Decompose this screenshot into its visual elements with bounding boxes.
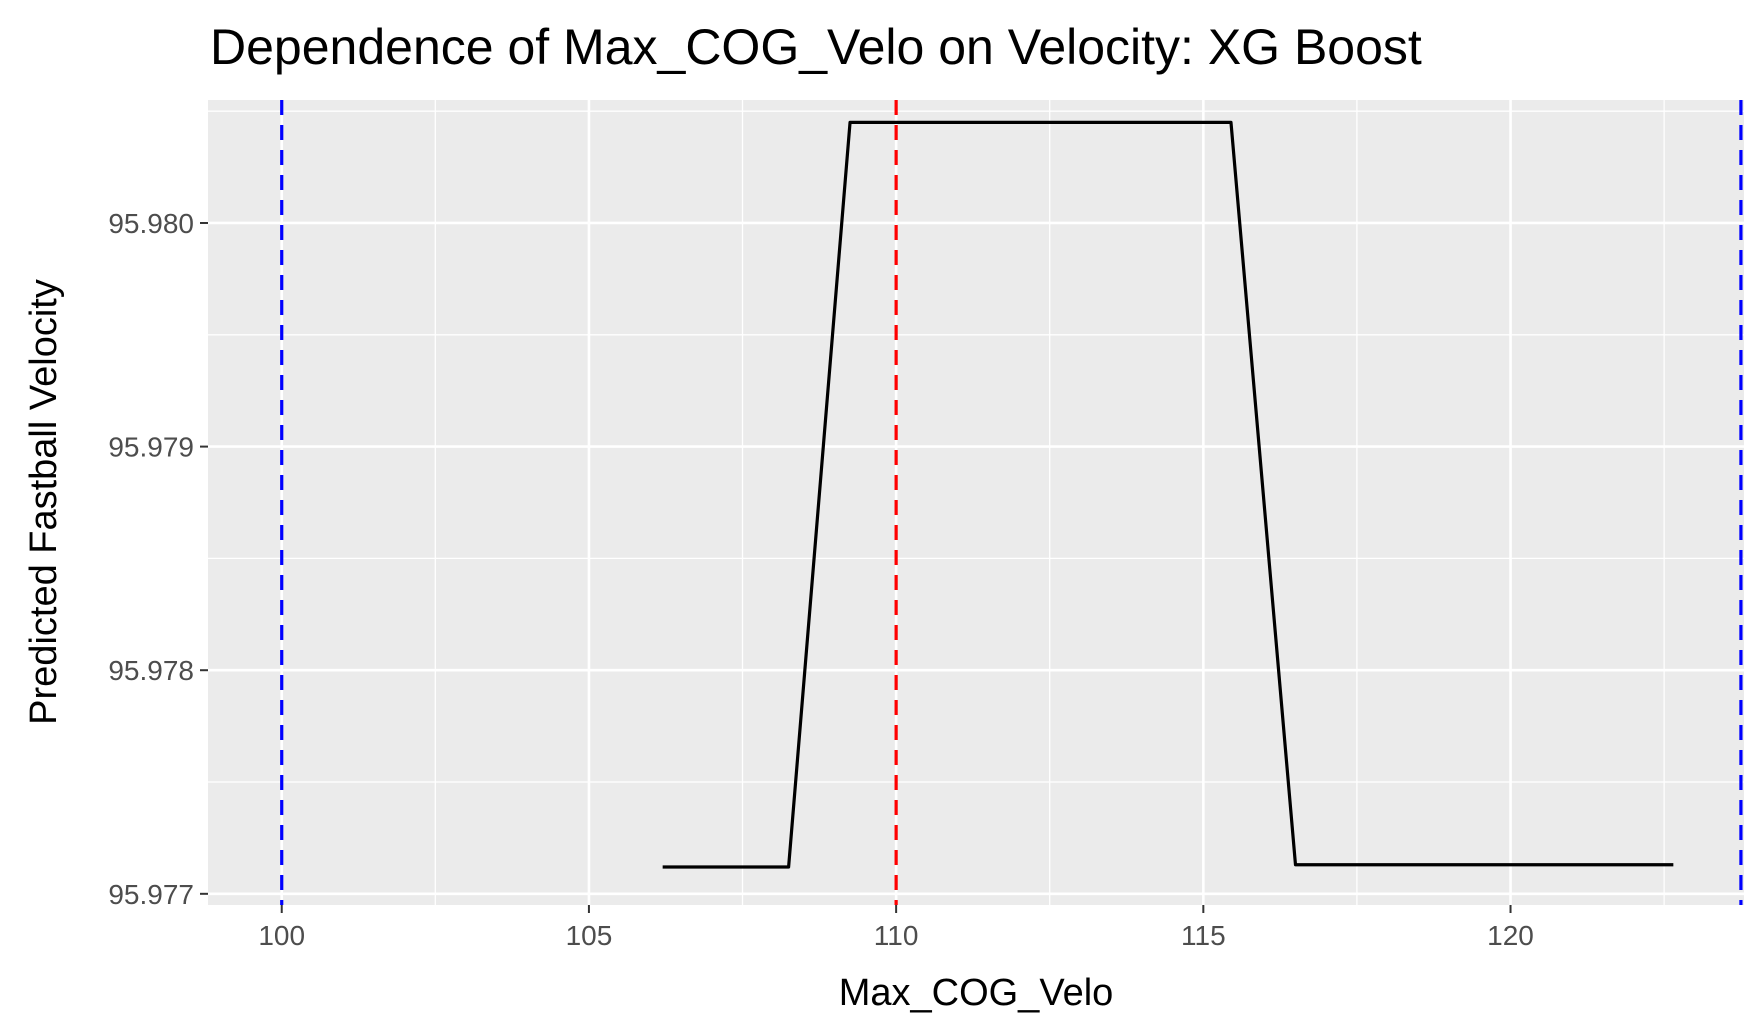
y-tick-label: 95.978 [108,655,194,686]
series-line [662,120,1674,869]
y-tick-label: 95.977 [108,879,194,910]
y-axis-title: Predicted Fastball Velocity [23,279,65,725]
chart-title: Dependence of Max_COG_Velo on Velocity: … [210,19,1422,75]
x-tick-label: 110 [874,920,919,951]
x-axis-title: Max_COG_Velo [839,972,1114,1014]
x-tick-label: 120 [1487,920,1534,951]
reference-lines [280,100,1743,905]
series-group [662,120,1674,869]
x-tick-label: 100 [258,920,305,951]
x-axis: 100 105 110 115 120 [258,905,1534,951]
grid-minor [208,100,1744,905]
y-tick-label: 95.979 [108,432,194,463]
plot-panel [208,100,1744,905]
y-tick-label: 95.980 [108,208,194,239]
x-tick-label: 105 [566,920,613,951]
y-axis: 95.977 95.978 95.979 95.980 [108,208,208,910]
x-tick-label: 115 [1181,920,1226,951]
